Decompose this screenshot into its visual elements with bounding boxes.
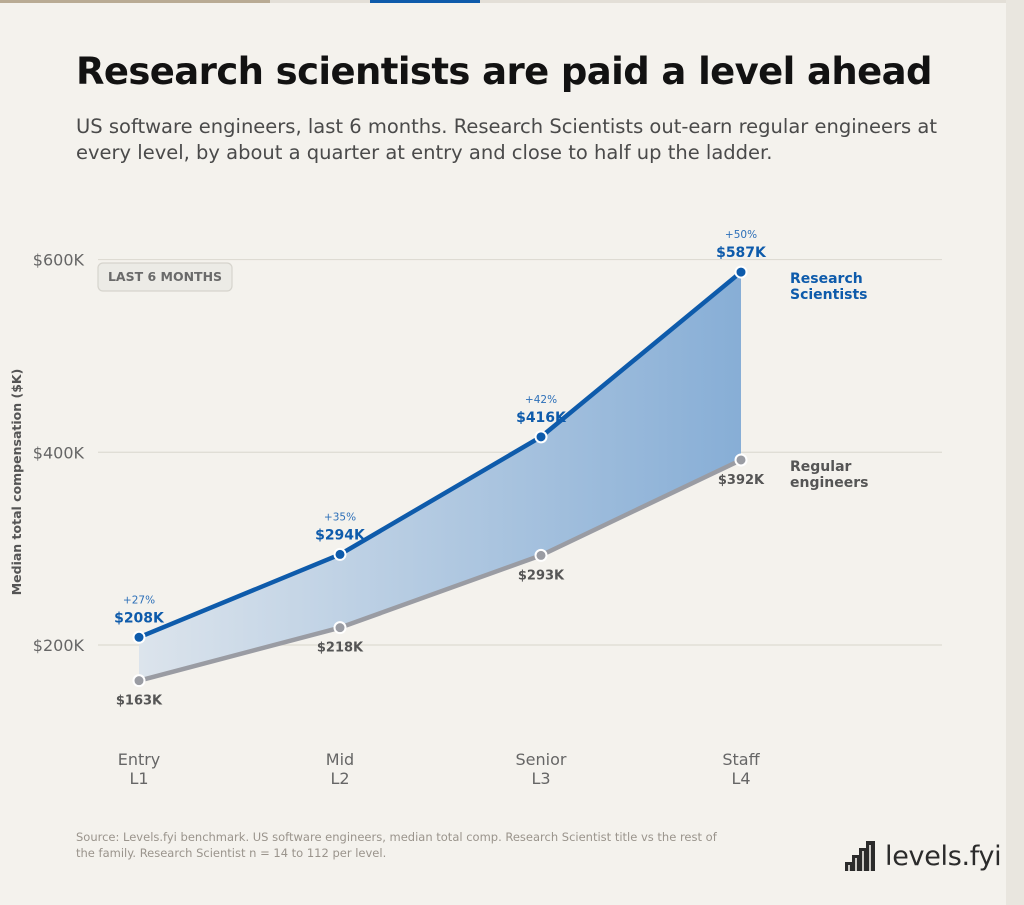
premium-label: +35% (324, 511, 356, 523)
period-badge-label: LAST 6 MONTHS (108, 269, 222, 284)
chart-title: Research scientists are paid a level ahe… (76, 50, 932, 93)
source-note: Source: Levels.fyi benchmark. US softwar… (76, 830, 717, 860)
point-research (534, 430, 548, 444)
legend-research: Scientists (790, 287, 868, 303)
point-regular (534, 548, 548, 562)
x-tick-label: Senior (516, 750, 567, 769)
y-axis-title: Median total compensation ($K) (9, 369, 24, 596)
point-regular (132, 674, 146, 688)
value-label-research: $294K (315, 527, 366, 543)
point-research (734, 265, 748, 279)
x-tick-label: Staff (722, 750, 760, 769)
x-tick-sublabel: L4 (731, 769, 750, 788)
series-line-research (136, 269, 744, 640)
series-line-regular (136, 457, 744, 683)
x-tick-sublabel: L1 (129, 769, 148, 788)
chart-subtitle: US software engineers, last 6 months. Re… (76, 115, 937, 164)
value-label-regular: $293K (518, 568, 565, 583)
premium-label: +50% (725, 229, 757, 241)
point-regular (333, 621, 347, 635)
premium-label: +42% (525, 394, 557, 406)
period-badge: LAST 6 MONTHS (97, 262, 233, 292)
value-label-regular: $163K (116, 694, 163, 709)
levels-logo: levels.fyi (844, 840, 1002, 872)
y-tick-label: $600K (33, 251, 85, 270)
x-tick-sublabel: L3 (531, 769, 550, 788)
value-label-research: $416K (516, 410, 567, 426)
value-label-regular: $392K (718, 473, 765, 488)
y-tick-label: $400K (33, 443, 85, 462)
y-tick-label: $200K (33, 636, 85, 655)
point-regular (734, 453, 748, 467)
value-label-research: $208K (114, 610, 165, 626)
premium-label: +27% (123, 594, 155, 606)
logo-wordmark: levels.fyi (885, 840, 1002, 872)
data-marks: $163K $218K $293K $392K $208K +27% $294K +35% $4… (114, 229, 767, 709)
legend-research: Research (790, 271, 863, 287)
staircase-icon (845, 841, 875, 871)
value-label-regular: $218K (317, 641, 364, 656)
top-strip (0, 0, 1006, 3)
point-research (333, 547, 347, 561)
y-axis-labels: $200K $400K $600K (33, 251, 85, 655)
x-tick-label: Mid (326, 750, 354, 769)
value-label-research: $587K (716, 245, 767, 261)
legend-regular: engineers (790, 475, 868, 491)
gap-area (139, 272, 741, 681)
window-edge (1006, 0, 1024, 905)
x-tick-label: Entry (118, 750, 161, 769)
legend-regular: Regular (790, 459, 852, 475)
point-research (132, 630, 146, 644)
x-tick-sublabel: L2 (330, 769, 349, 788)
